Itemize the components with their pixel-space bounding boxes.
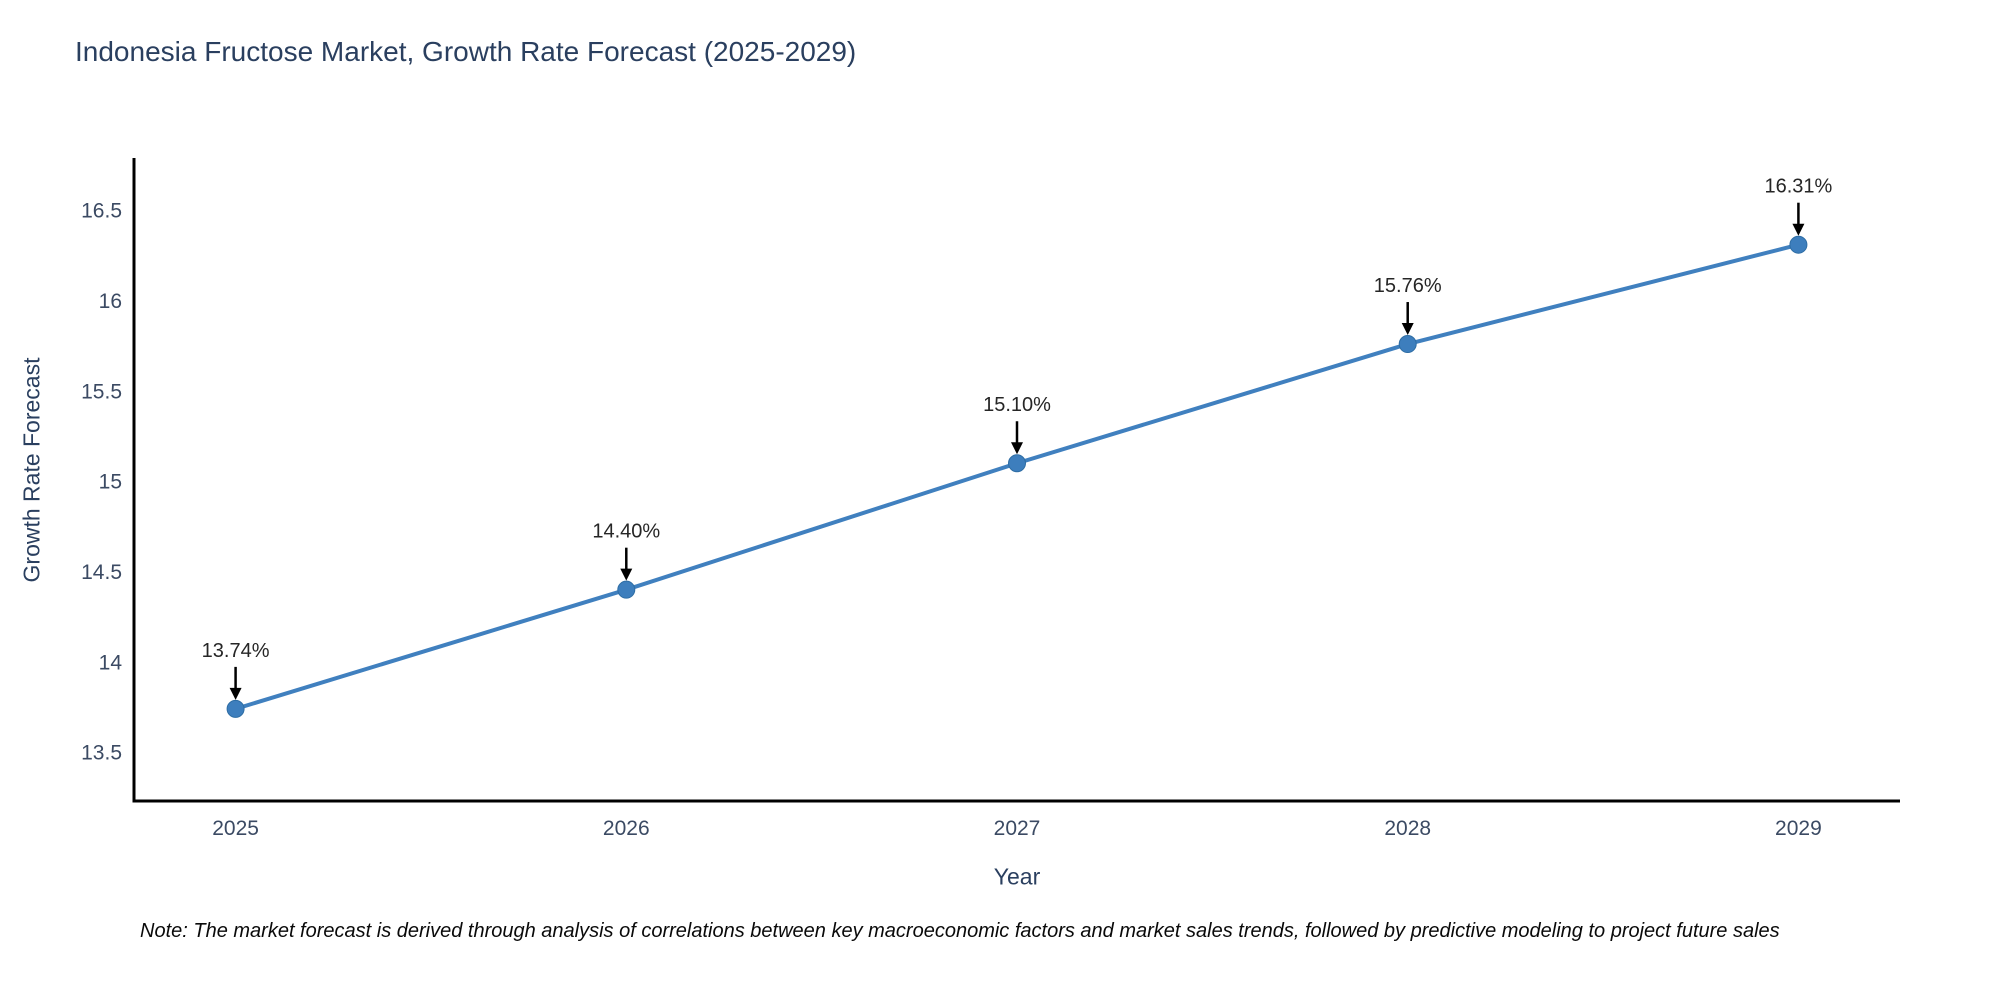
annotation-arrowhead <box>1792 223 1805 236</box>
annotation-arrowhead <box>229 687 242 700</box>
chart-title: Indonesia Fructose Market, Growth Rate F… <box>75 36 857 67</box>
x-tick-label: 2025 <box>212 817 259 840</box>
point-value-label: 16.31% <box>1764 176 1832 198</box>
y-tick-label: 15 <box>99 471 122 494</box>
trace-line <box>233 242 1801 711</box>
y-tick-label: 14.5 <box>81 561 122 584</box>
annotation-arrowhead <box>1011 442 1023 455</box>
point-value-label: 15.76% <box>1374 275 1442 297</box>
y-tick-label: 14 <box>99 651 123 674</box>
annotation-arrowhead <box>620 568 633 581</box>
data-point-2027 <box>1008 454 1026 473</box>
x-tick-label: 2028 <box>1384 817 1431 840</box>
x-tick-label: 2026 <box>603 817 650 840</box>
point-value-label: 14.40% <box>592 521 660 543</box>
x-tick-label: 2027 <box>994 817 1041 840</box>
y-tick-label: 16 <box>99 290 122 313</box>
point-value-label: 13.74% <box>202 640 270 662</box>
data-point-2029 <box>1789 235 1808 254</box>
data-point-2025 <box>226 699 245 718</box>
data-point-2026 <box>617 580 636 599</box>
x-tick-label: 2029 <box>1775 817 1822 840</box>
x-axis-title: Year <box>993 863 1041 890</box>
point-value-label: 15.10% <box>983 394 1051 416</box>
data-point-2028 <box>1398 335 1417 354</box>
y-tick-label: 15.5 <box>81 380 122 403</box>
footnote-text: Note: The market forecast is derived thr… <box>140 920 1780 942</box>
y-tick-label: 16.5 <box>81 200 122 223</box>
annotation-arrowhead <box>1401 323 1414 336</box>
y-tick-label: 13.5 <box>81 742 122 765</box>
